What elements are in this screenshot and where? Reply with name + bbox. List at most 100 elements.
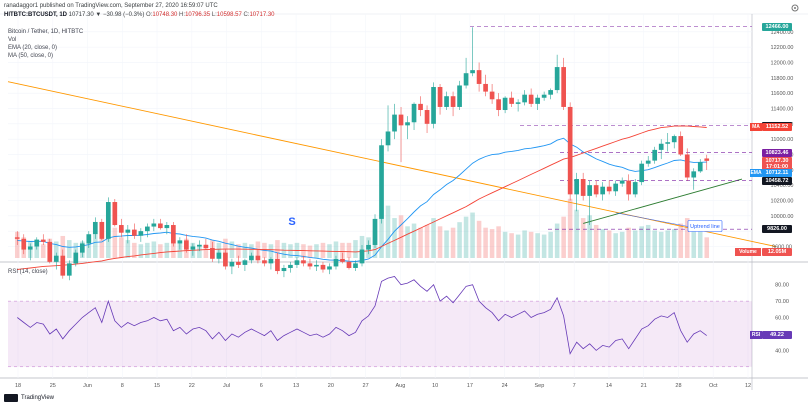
candle-body (236, 261, 241, 265)
volume-bar (619, 231, 625, 258)
volume-bar (132, 242, 137, 258)
ohlc-value: 10717.30 (249, 12, 275, 18)
time-tick-label: 17 (467, 383, 473, 389)
volume-bar (307, 245, 313, 258)
volume-bar (671, 229, 677, 258)
candle-body (528, 94, 534, 104)
volume-bar (203, 244, 209, 258)
volume-bar (684, 218, 690, 258)
candle-body (392, 114, 397, 132)
candle-body (27, 246, 33, 250)
price-tick-label: 12000.00 (771, 60, 794, 66)
price-tag: 12466.00 (762, 22, 792, 31)
series-side-tag: Volume (735, 248, 761, 256)
candle-body (210, 248, 215, 259)
volume-bar (626, 227, 631, 258)
volume-bar (346, 242, 352, 258)
settings-icon[interactable] (790, 3, 800, 13)
time-tick-label: 12 (745, 383, 751, 389)
volume-bar (600, 229, 605, 258)
candle-body (606, 186, 612, 192)
rsi-tick-label: 80.00 (775, 283, 789, 289)
volume-bar (405, 226, 410, 258)
volume-bar (242, 242, 248, 258)
candle-body (372, 218, 378, 245)
candle-body (398, 114, 404, 126)
candle-body (548, 90, 553, 95)
s-label: S (288, 216, 295, 228)
rsi-tick-label: 60.00 (775, 316, 789, 322)
candle-body (66, 263, 72, 276)
candle-body (73, 252, 79, 264)
volume-bar (476, 220, 482, 258)
volume-bar (171, 240, 176, 258)
candle-body (105, 202, 111, 239)
candle-body (665, 142, 671, 144)
candle-body (431, 87, 436, 124)
volume-bar (431, 218, 436, 258)
price-tag: 10712.11 (762, 168, 792, 177)
candle-body (704, 158, 710, 161)
candle-body (658, 143, 664, 150)
time-tick-label: 18 (15, 383, 21, 389)
candle-body (502, 97, 508, 111)
legend-title: Bitcoin / Tether, 1D, HITBTC (8, 29, 84, 35)
candle-body (470, 70, 475, 74)
time-tick-label: 13 (293, 383, 299, 389)
volume-bar (593, 224, 599, 258)
volume-bar (385, 205, 391, 258)
tradingview-logo-icon (4, 394, 18, 402)
ohlc-label: C: (241, 12, 250, 18)
time-tick-label: 28 (675, 383, 681, 389)
candle-body (288, 264, 293, 268)
candle-body (574, 179, 579, 195)
price-tick-label: 12400.00 (771, 30, 794, 36)
volume-bar (138, 244, 144, 258)
candle-body (444, 96, 449, 107)
volume-bar (704, 237, 710, 258)
candle-body (541, 94, 547, 98)
volume-bar (301, 244, 306, 258)
volume-bar (145, 242, 150, 258)
volume-bar (639, 226, 644, 258)
rsi-band (8, 300, 752, 368)
candle-body (671, 136, 677, 143)
time-tick-label: 25 (50, 383, 56, 389)
candle-body (613, 183, 619, 192)
rsi-tick-label: 70.00 (775, 299, 789, 305)
volume-bar (561, 216, 566, 258)
price-tag: 10823.46 (762, 148, 792, 157)
volume-bar (580, 218, 586, 258)
volume-bar (340, 242, 345, 258)
candle-body (639, 163, 645, 183)
candle-body (535, 97, 540, 104)
volume-bar (548, 231, 553, 258)
candle-body (379, 145, 384, 219)
price-tag: 12.05M (762, 248, 792, 256)
candle-body (275, 258, 280, 272)
candle-body (158, 223, 163, 229)
time-tick-label: Jun (83, 383, 92, 389)
candle-body (496, 99, 501, 111)
volume-bar (288, 244, 293, 258)
volume-bar (574, 209, 579, 258)
candle-body (223, 252, 228, 267)
symbol-ohlc: HITBTC:BTCUSDT, 1D 10717.30 ▼ −30.98 (−0… (4, 11, 744, 20)
volume-bar (411, 223, 417, 258)
candle-body (580, 179, 586, 196)
volume-bar (645, 224, 651, 258)
price-tag: 9826.00 (762, 225, 792, 234)
candle-body (476, 70, 482, 84)
volume-bar (489, 229, 495, 258)
candle-body (281, 267, 287, 272)
time-tick-label: 15 (154, 383, 160, 389)
candle-body (333, 258, 339, 267)
volume-bar (379, 209, 384, 258)
time-tick-label: 6 (260, 383, 263, 389)
candle-body (229, 261, 235, 267)
volume-bar (483, 227, 488, 258)
volume-bar (450, 227, 456, 258)
volume-bar (691, 226, 697, 258)
time-tick-label: 21 (641, 383, 647, 389)
